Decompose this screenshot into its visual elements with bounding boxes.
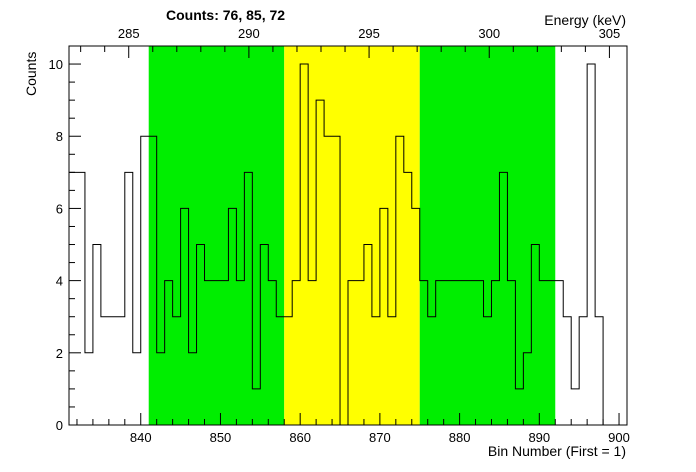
energy-tick-label: 285 bbox=[118, 26, 140, 41]
x-tick-label: 840 bbox=[130, 430, 152, 445]
y-tick-label: 2 bbox=[56, 346, 63, 361]
x-tick-label: 890 bbox=[528, 430, 550, 445]
x-tick-label: 850 bbox=[210, 430, 232, 445]
x-tick-label: 860 bbox=[289, 430, 311, 445]
y-tick-label: 6 bbox=[56, 201, 63, 216]
counts-label: Counts: 76, 85, 72 bbox=[166, 7, 285, 23]
x-axis-title: Bin Number (First = 1) bbox=[488, 443, 626, 459]
region-band-0 bbox=[148, 46, 285, 425]
energy-tick-label: 290 bbox=[238, 26, 260, 41]
highlight-regions bbox=[148, 46, 556, 425]
region-band-1 bbox=[284, 46, 420, 425]
y-tick-label: 4 bbox=[56, 274, 63, 289]
x-tick-label: 900 bbox=[608, 430, 630, 445]
y-tick-label: 8 bbox=[56, 129, 63, 144]
axes: 840 850 860 870 880 890 900 0 2 4 6 8 10 285 290 295 300… bbox=[49, 26, 630, 445]
energy-tick-label: 300 bbox=[478, 26, 500, 41]
energy-tick-label: 295 bbox=[358, 26, 380, 41]
y-tick-label: 10 bbox=[49, 57, 63, 72]
region-band-2 bbox=[419, 46, 556, 425]
y-axis-title: Counts bbox=[23, 52, 39, 96]
energy-tick-label: 305 bbox=[599, 26, 621, 41]
x-tick-label: 870 bbox=[369, 430, 391, 445]
energy-axis-title: Energy (keV) bbox=[544, 12, 626, 28]
y-tick-label: 0 bbox=[56, 418, 63, 433]
histogram-line bbox=[69, 63, 604, 426]
x-tick-label: 880 bbox=[449, 430, 471, 445]
